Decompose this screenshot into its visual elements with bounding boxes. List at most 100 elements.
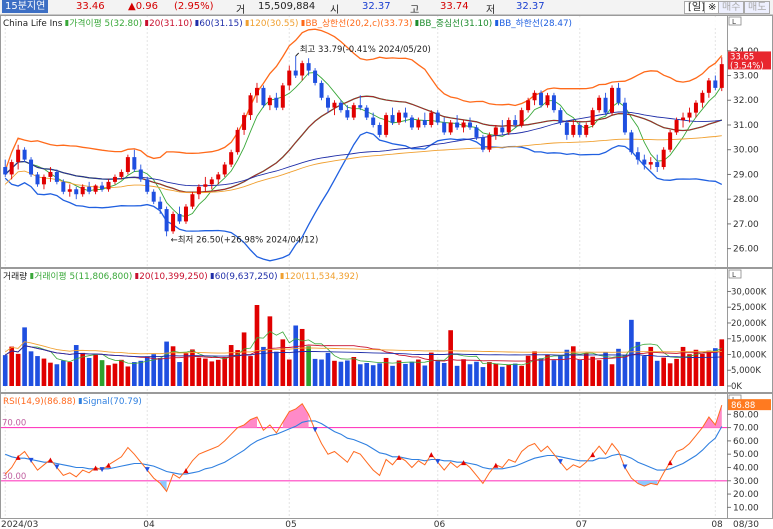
volume-bar[interactable] xyxy=(138,360,144,386)
candle-body[interactable] xyxy=(422,120,427,125)
volume-bar[interactable] xyxy=(119,359,124,386)
candle-body[interactable] xyxy=(203,184,208,187)
candle-body[interactable] xyxy=(138,169,143,180)
candle-body[interactable] xyxy=(274,97,279,108)
volume-bar[interactable] xyxy=(700,353,705,386)
volume-bar[interactable] xyxy=(157,357,163,386)
volume-bar[interactable] xyxy=(383,357,389,386)
candle-body[interactable] xyxy=(590,110,595,125)
volume-bar[interactable] xyxy=(48,362,53,386)
volume-bar[interactable] xyxy=(338,361,344,386)
volume-bar[interactable] xyxy=(222,357,228,386)
candle-body[interactable] xyxy=(132,157,137,170)
candle-body[interactable] xyxy=(500,127,505,133)
volume-bar[interactable] xyxy=(558,355,563,386)
volume-bar[interactable] xyxy=(228,345,234,386)
candle-body[interactable] xyxy=(603,97,608,113)
volume-bar[interactable] xyxy=(293,325,299,386)
volume-bar[interactable] xyxy=(596,360,602,386)
volume-bar[interactable] xyxy=(267,316,273,386)
candle-body[interactable] xyxy=(429,112,434,125)
candle-body[interactable] xyxy=(164,209,169,232)
volume-bar[interactable] xyxy=(493,363,499,386)
volume-bar[interactable] xyxy=(506,364,512,386)
candle-body[interactable] xyxy=(364,107,369,118)
volume-bar[interactable] xyxy=(364,362,370,386)
volume-bar[interactable] xyxy=(674,358,679,386)
volume-bar[interactable] xyxy=(22,327,27,386)
candle-body[interactable] xyxy=(267,97,272,106)
volume-bar[interactable] xyxy=(583,353,589,386)
volume-bar[interactable] xyxy=(170,346,176,386)
volume-bar[interactable] xyxy=(441,362,447,386)
volume-bar[interactable] xyxy=(235,350,240,386)
candle-body[interactable] xyxy=(506,120,511,133)
candle-body[interactable] xyxy=(558,110,563,123)
candle-body[interactable] xyxy=(9,162,14,175)
candle-body[interactable] xyxy=(22,149,27,160)
candle-body[interactable] xyxy=(526,100,531,111)
volume-bar[interactable] xyxy=(538,358,544,386)
volume-bar[interactable] xyxy=(215,359,221,386)
candle-body[interactable] xyxy=(158,201,163,210)
candle-body[interactable] xyxy=(384,115,389,135)
candle-body[interactable] xyxy=(106,181,111,190)
candle-body[interactable] xyxy=(597,97,602,111)
volume-bar[interactable] xyxy=(461,359,466,386)
candle-body[interactable] xyxy=(209,179,214,185)
candle-body[interactable] xyxy=(151,191,156,202)
volume-bar[interactable] xyxy=(190,349,195,386)
candle-body[interactable] xyxy=(635,152,640,160)
candle-body[interactable] xyxy=(577,124,582,135)
candle-body[interactable] xyxy=(48,171,53,177)
candle-body[interactable] xyxy=(371,117,376,125)
volume-bar[interactable] xyxy=(254,305,260,386)
candle-body[interactable] xyxy=(145,179,150,192)
volume-bar[interactable] xyxy=(86,357,92,386)
volume-bar[interactable] xyxy=(616,348,621,386)
candle-body[interactable] xyxy=(532,92,537,101)
candle-body[interactable] xyxy=(216,174,221,180)
candle-body[interactable] xyxy=(125,157,130,172)
panel-tag[interactable] xyxy=(728,16,742,26)
candle-body[interactable] xyxy=(171,214,176,232)
volume-bar[interactable] xyxy=(474,361,479,386)
volume-bar[interactable] xyxy=(93,354,98,386)
candle-body[interactable] xyxy=(313,70,318,83)
volume-bar[interactable] xyxy=(454,365,460,386)
volume-bar[interactable] xyxy=(9,346,15,386)
volume-bar[interactable] xyxy=(2,355,8,386)
volume-bar[interactable] xyxy=(106,365,111,386)
volume-bar[interactable] xyxy=(248,356,253,386)
volume-bar[interactable] xyxy=(164,341,169,386)
volume-bar[interactable] xyxy=(286,359,292,386)
candle-body[interactable] xyxy=(351,105,356,118)
volume-bar[interactable] xyxy=(144,356,150,386)
volume-bar[interactable] xyxy=(590,356,595,386)
candle-body[interactable] xyxy=(29,159,34,175)
candle-body[interactable] xyxy=(468,122,473,128)
candle-body[interactable] xyxy=(681,117,686,121)
volume-bar[interactable] xyxy=(306,346,311,386)
candle-body[interactable] xyxy=(435,112,440,123)
volume-bar[interactable] xyxy=(319,359,324,386)
buy-button[interactable]: 매수 xyxy=(718,1,745,14)
candle-body[interactable] xyxy=(674,120,679,133)
volume-bar[interactable] xyxy=(112,363,118,386)
gear-icon[interactable]: ※ xyxy=(704,1,721,14)
candle-body[interactable] xyxy=(280,85,285,108)
volume-bar[interactable] xyxy=(99,360,105,386)
volume-bar[interactable] xyxy=(183,353,189,386)
candle-body[interactable] xyxy=(35,174,40,185)
volume-bar[interactable] xyxy=(467,364,473,386)
volume-bar[interactable] xyxy=(125,366,131,386)
candle-body[interactable] xyxy=(642,159,647,165)
volume-bar[interactable] xyxy=(370,365,376,386)
candle-body[interactable] xyxy=(74,189,79,195)
volume-bar[interactable] xyxy=(622,355,628,386)
volume-bar[interactable] xyxy=(132,362,137,386)
candle-body[interactable] xyxy=(338,102,343,111)
sell-button[interactable]: 매도 xyxy=(744,1,771,14)
volume-bar[interactable] xyxy=(564,349,570,386)
